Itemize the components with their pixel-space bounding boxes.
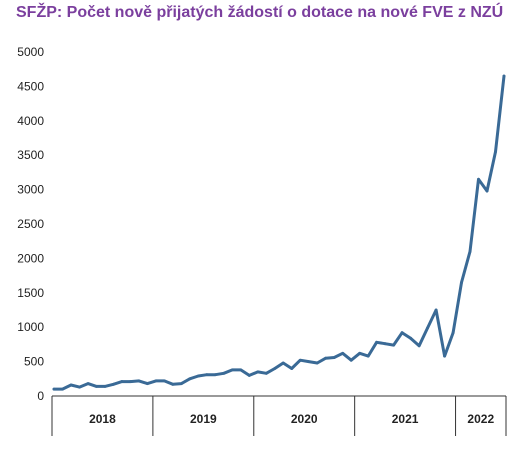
data-point <box>477 177 480 181</box>
y-tick-label: 4500 <box>17 79 44 93</box>
data-point <box>95 384 98 388</box>
data-point <box>171 382 175 386</box>
data-point <box>341 351 345 355</box>
data-point <box>315 361 319 365</box>
data-point <box>86 382 90 386</box>
data-point <box>307 360 311 363</box>
data-point <box>230 368 234 372</box>
data-point <box>451 331 455 335</box>
x-tick-label-year: 2018 <box>89 412 116 426</box>
y-tick-label: 5000 <box>17 45 44 59</box>
data-point <box>179 382 183 386</box>
x-tick-label-year: 2019 <box>190 412 217 426</box>
y-tick-label: 2500 <box>17 217 44 231</box>
data-point <box>264 371 268 375</box>
data-point <box>196 374 200 378</box>
data-point <box>375 340 379 344</box>
data-point <box>112 382 115 386</box>
data-point <box>366 354 370 358</box>
data-point <box>137 379 141 383</box>
data-point <box>162 379 166 383</box>
data-point <box>324 356 328 360</box>
data-point <box>468 250 472 253</box>
data-point <box>273 367 277 370</box>
data-point <box>400 331 404 335</box>
data-point <box>494 150 497 154</box>
data-point <box>332 356 336 359</box>
y-axis-tick-labels: 0 500 1000 1500 2000 2500 3000 3500 4000 4500 5000 <box>17 45 44 403</box>
data-point <box>434 308 438 312</box>
data-point <box>358 351 362 355</box>
data-point <box>460 281 463 284</box>
data-point <box>417 344 421 348</box>
x-axis: 2018 2019 2020 2021 2022 <box>51 395 507 436</box>
y-tick-label: 1500 <box>17 286 44 300</box>
x-tick-label-year: 2022 <box>467 412 494 426</box>
data-point <box>383 342 387 346</box>
data-point <box>281 361 285 365</box>
data-point <box>205 373 209 377</box>
y-tick-label: 3500 <box>17 148 44 162</box>
data-point <box>145 382 149 386</box>
y-tick-label: 2000 <box>17 251 44 265</box>
data-point <box>290 367 294 370</box>
data-point <box>247 373 251 377</box>
y-tick-label: 0 <box>37 389 44 403</box>
data-point <box>52 387 56 391</box>
data-point <box>129 380 132 383</box>
data-point <box>213 373 217 377</box>
data-point <box>349 358 353 362</box>
data-point <box>78 385 81 389</box>
chart-title: SFŽP: Počet nově přijatých žádostí o dot… <box>16 4 504 21</box>
data-point <box>103 384 107 388</box>
data-point <box>298 358 302 362</box>
data-point <box>443 354 446 358</box>
data-point <box>256 370 260 374</box>
x-tick-label-year: 2020 <box>291 412 318 426</box>
data-point <box>239 368 243 372</box>
data-point <box>120 380 124 383</box>
data-point <box>409 336 413 340</box>
y-tick-label: 1000 <box>17 320 44 334</box>
data-point <box>69 383 73 387</box>
data-point <box>485 189 489 193</box>
series-layer <box>52 74 506 391</box>
data-point <box>502 74 506 78</box>
data-point <box>61 387 64 391</box>
data-point <box>154 379 158 383</box>
x-tick-label-year: 2021 <box>392 412 419 426</box>
y-tick-label: 3000 <box>17 183 44 197</box>
data-point <box>222 371 226 375</box>
data-point <box>426 326 429 330</box>
series-line <box>52 74 506 391</box>
data-point <box>188 377 192 381</box>
data-point <box>392 343 396 347</box>
y-tick-label: 500 <box>24 355 44 369</box>
y-tick-label: 4000 <box>17 114 44 128</box>
